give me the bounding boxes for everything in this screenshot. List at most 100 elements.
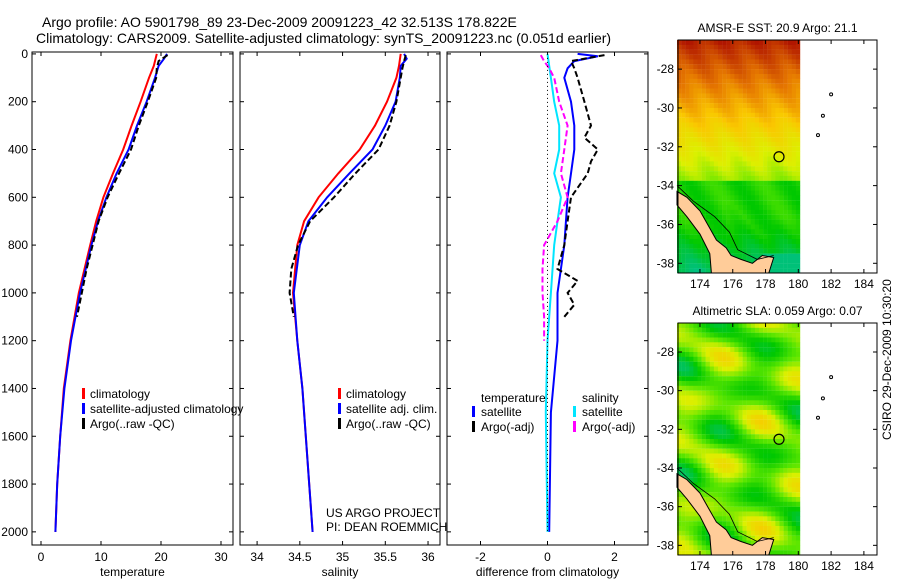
map-cell xyxy=(701,381,706,386)
map-cell xyxy=(718,453,723,459)
map-cell xyxy=(689,234,694,240)
map-cell xyxy=(681,434,686,440)
map-cell xyxy=(738,535,743,541)
map-cell xyxy=(795,492,801,498)
map-cell xyxy=(677,381,682,386)
map-cell xyxy=(689,132,694,138)
map-cell xyxy=(742,526,747,531)
map-cell xyxy=(795,190,801,196)
map-cell xyxy=(746,410,751,415)
map-cell xyxy=(787,229,792,235)
map-cell xyxy=(693,59,698,65)
axes-frame-0 xyxy=(31,51,234,546)
map-cell xyxy=(718,205,723,210)
map-cell xyxy=(767,132,772,138)
map-cell xyxy=(738,332,743,338)
x-tick-label: 30 xyxy=(214,550,228,564)
map-cell xyxy=(771,54,776,60)
map-cell xyxy=(713,347,719,353)
map-cell xyxy=(795,429,801,435)
map-cell xyxy=(787,376,792,382)
map-cell xyxy=(718,112,723,118)
map-cell xyxy=(726,180,731,186)
map-cell xyxy=(759,327,764,333)
map-cell xyxy=(791,219,797,225)
map-cell xyxy=(738,400,743,406)
map-cell xyxy=(763,385,768,391)
map-cell xyxy=(779,395,784,401)
map-cell xyxy=(771,506,776,512)
map-cell xyxy=(759,209,764,215)
map-cell xyxy=(795,390,801,396)
map-cell xyxy=(730,180,735,186)
map-cell xyxy=(763,83,768,89)
map-cell xyxy=(779,516,784,522)
map-cell xyxy=(759,44,764,50)
map-cell xyxy=(771,327,776,333)
map-cell xyxy=(771,332,776,338)
map-cell xyxy=(795,501,801,507)
map-cell xyxy=(787,332,792,338)
map-cell xyxy=(750,141,756,147)
map-cell xyxy=(713,69,719,75)
map-cell xyxy=(754,175,760,181)
map-cell xyxy=(787,545,792,551)
map-cell xyxy=(713,472,719,478)
map-cell xyxy=(701,376,706,382)
map-cell xyxy=(697,356,702,362)
map-cell xyxy=(775,175,780,181)
map-cell xyxy=(763,117,768,123)
map-cell xyxy=(783,190,788,196)
map-cell xyxy=(685,526,690,531)
map-cell xyxy=(779,190,784,196)
map-cell xyxy=(681,506,686,512)
map-cell xyxy=(701,98,706,104)
map-cell xyxy=(759,390,764,396)
legend-swatch xyxy=(472,421,475,432)
y-tick-label: -38 xyxy=(657,538,675,552)
map-cell xyxy=(689,526,694,531)
map-cell xyxy=(713,74,719,79)
map-cell xyxy=(787,78,792,84)
map-cell xyxy=(709,487,715,493)
map-cell xyxy=(742,352,747,357)
map-cell xyxy=(754,88,760,94)
map-cell xyxy=(685,229,690,235)
map-cell xyxy=(701,78,706,84)
map-cell xyxy=(709,434,715,440)
map-cell xyxy=(709,337,715,343)
map-cell xyxy=(746,200,751,206)
map-cell xyxy=(763,127,768,133)
map-cell xyxy=(693,141,698,147)
map-cell xyxy=(685,521,690,527)
map-cell xyxy=(759,175,764,181)
map-cell xyxy=(726,477,731,483)
map-cell xyxy=(697,443,702,449)
map-cell xyxy=(742,214,747,220)
map-cell xyxy=(681,424,686,430)
map-cell xyxy=(722,458,727,464)
map-cell xyxy=(734,175,739,181)
map-cell xyxy=(730,83,735,89)
map-cell xyxy=(791,352,797,357)
map-cell xyxy=(685,530,690,536)
map-cell xyxy=(677,443,682,449)
map-cell xyxy=(746,472,751,478)
map-cell xyxy=(763,497,768,502)
map-cell xyxy=(738,137,743,143)
map-cell xyxy=(738,127,743,133)
map-cell xyxy=(787,323,792,328)
map-cell xyxy=(681,40,686,45)
map-cell xyxy=(750,127,756,133)
map-cell xyxy=(795,356,801,362)
map-cell xyxy=(779,243,784,249)
map-cell xyxy=(689,352,694,357)
map-cell xyxy=(677,243,682,249)
map-cell xyxy=(759,219,764,225)
map-cell xyxy=(791,214,797,220)
map-cell xyxy=(759,103,764,109)
map-cell xyxy=(738,151,743,157)
map-cell xyxy=(767,74,772,79)
map-cell xyxy=(709,88,715,94)
map-cell xyxy=(726,511,731,517)
